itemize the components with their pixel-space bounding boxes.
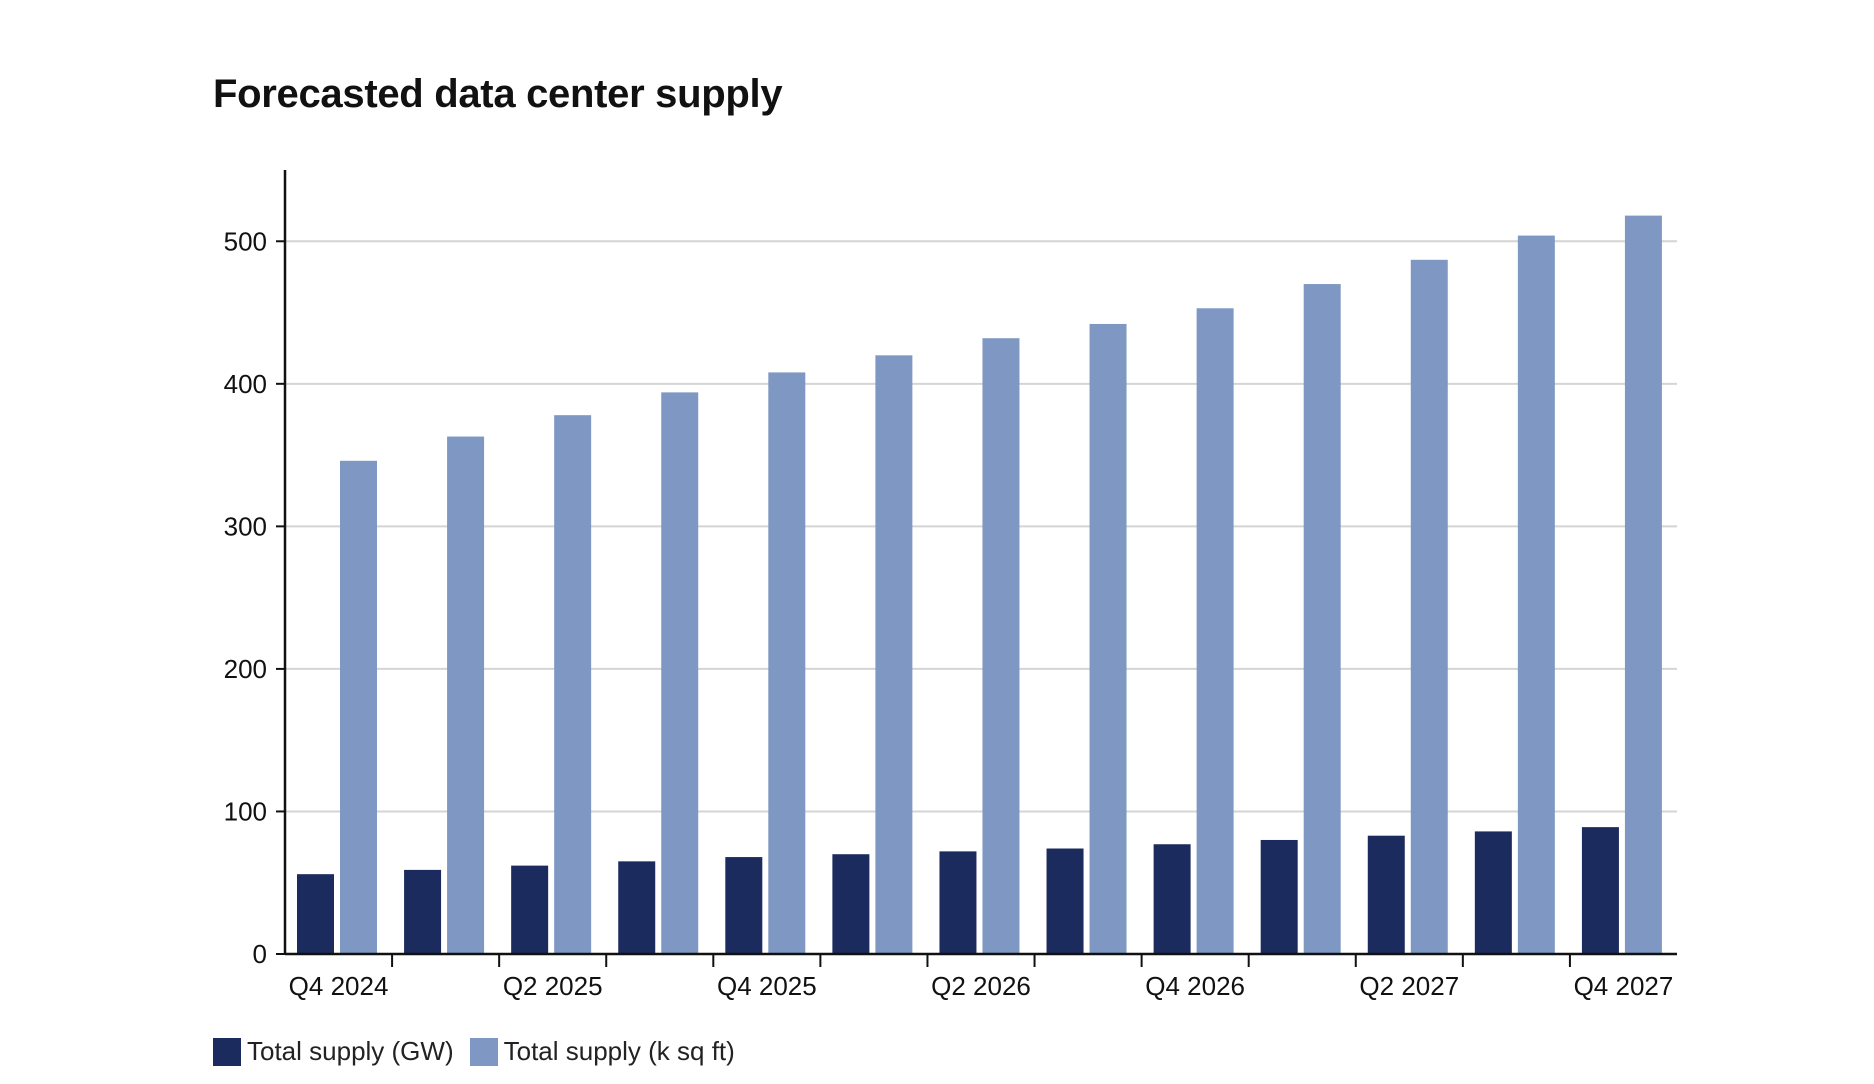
- bar-gw: [404, 869, 442, 954]
- bar-sqft: [1517, 235, 1555, 954]
- legend: Total supply (GW) Total supply (k sq ft): [213, 1036, 751, 1067]
- y-tick-label: 100: [224, 796, 267, 826]
- bar-gw: [511, 865, 549, 954]
- bar-sqft: [661, 392, 699, 954]
- legend-label-gw: Total supply (GW): [247, 1036, 454, 1066]
- legend-swatch-gw: [213, 1037, 241, 1066]
- x-tick-label: Q4 2025: [717, 971, 817, 1001]
- bar-sqft: [1089, 323, 1127, 954]
- x-tick-label: Q4 2027: [1574, 971, 1674, 1001]
- chart-title: Forecasted data center supply: [213, 72, 783, 116]
- y-tick-label: 0: [253, 939, 267, 969]
- x-tick-label: Q2 2026: [931, 971, 1031, 1001]
- x-tick-label: Q2 2027: [1359, 971, 1459, 1001]
- bar-sqft: [875, 355, 913, 954]
- bar-sqft: [447, 436, 485, 954]
- bar-gw: [1581, 827, 1619, 954]
- bar-gw: [832, 854, 870, 954]
- legend-swatch-sqft: [469, 1037, 498, 1066]
- y-tick-label: 400: [224, 369, 267, 399]
- x-tick-label: Q2 2025: [503, 971, 603, 1001]
- legend-label-sqft: Total supply (k sq ft): [503, 1036, 735, 1066]
- y-axis-ticks: 0 100 200 300 400 500: [224, 226, 285, 969]
- bar-sqft: [982, 338, 1020, 955]
- bars: [297, 215, 1662, 955]
- bar-gw: [1260, 839, 1298, 954]
- bar-gw: [939, 851, 977, 954]
- bar-gw: [1153, 844, 1191, 954]
- x-tick-label: Q4 2024: [289, 971, 389, 1001]
- bar-sqft: [768, 372, 806, 954]
- x-tick-label: Q4 2026: [1145, 971, 1245, 1001]
- bar-gw: [1367, 835, 1405, 954]
- y-tick-label: 500: [224, 226, 267, 256]
- bar-sqft: [1410, 259, 1448, 954]
- gridlines: [285, 240, 1677, 813]
- axes: [283, 170, 1677, 956]
- bar-sqft: [1624, 215, 1662, 954]
- bar-gw: [618, 861, 656, 954]
- legend-item-sqft: Total supply (k sq ft): [469, 1036, 735, 1067]
- y-tick-label: 300: [224, 511, 267, 541]
- x-axis-ticks: Q4 2024 Q2 2025 Q4 2025 Q2 2026 Q4 2026 Q2 20…: [289, 954, 1674, 1001]
- bar-sqft: [1196, 308, 1234, 954]
- bar-gw: [1474, 831, 1512, 954]
- bar-gw: [1046, 848, 1084, 954]
- bar-sqft: [1303, 284, 1341, 954]
- bar-sqft: [340, 460, 377, 954]
- bar-sqft: [554, 415, 592, 954]
- y-tick-label: 200: [224, 654, 267, 684]
- bar-gw: [297, 874, 334, 954]
- legend-item-gw: Total supply (GW): [213, 1036, 454, 1067]
- bar-gw: [725, 857, 763, 954]
